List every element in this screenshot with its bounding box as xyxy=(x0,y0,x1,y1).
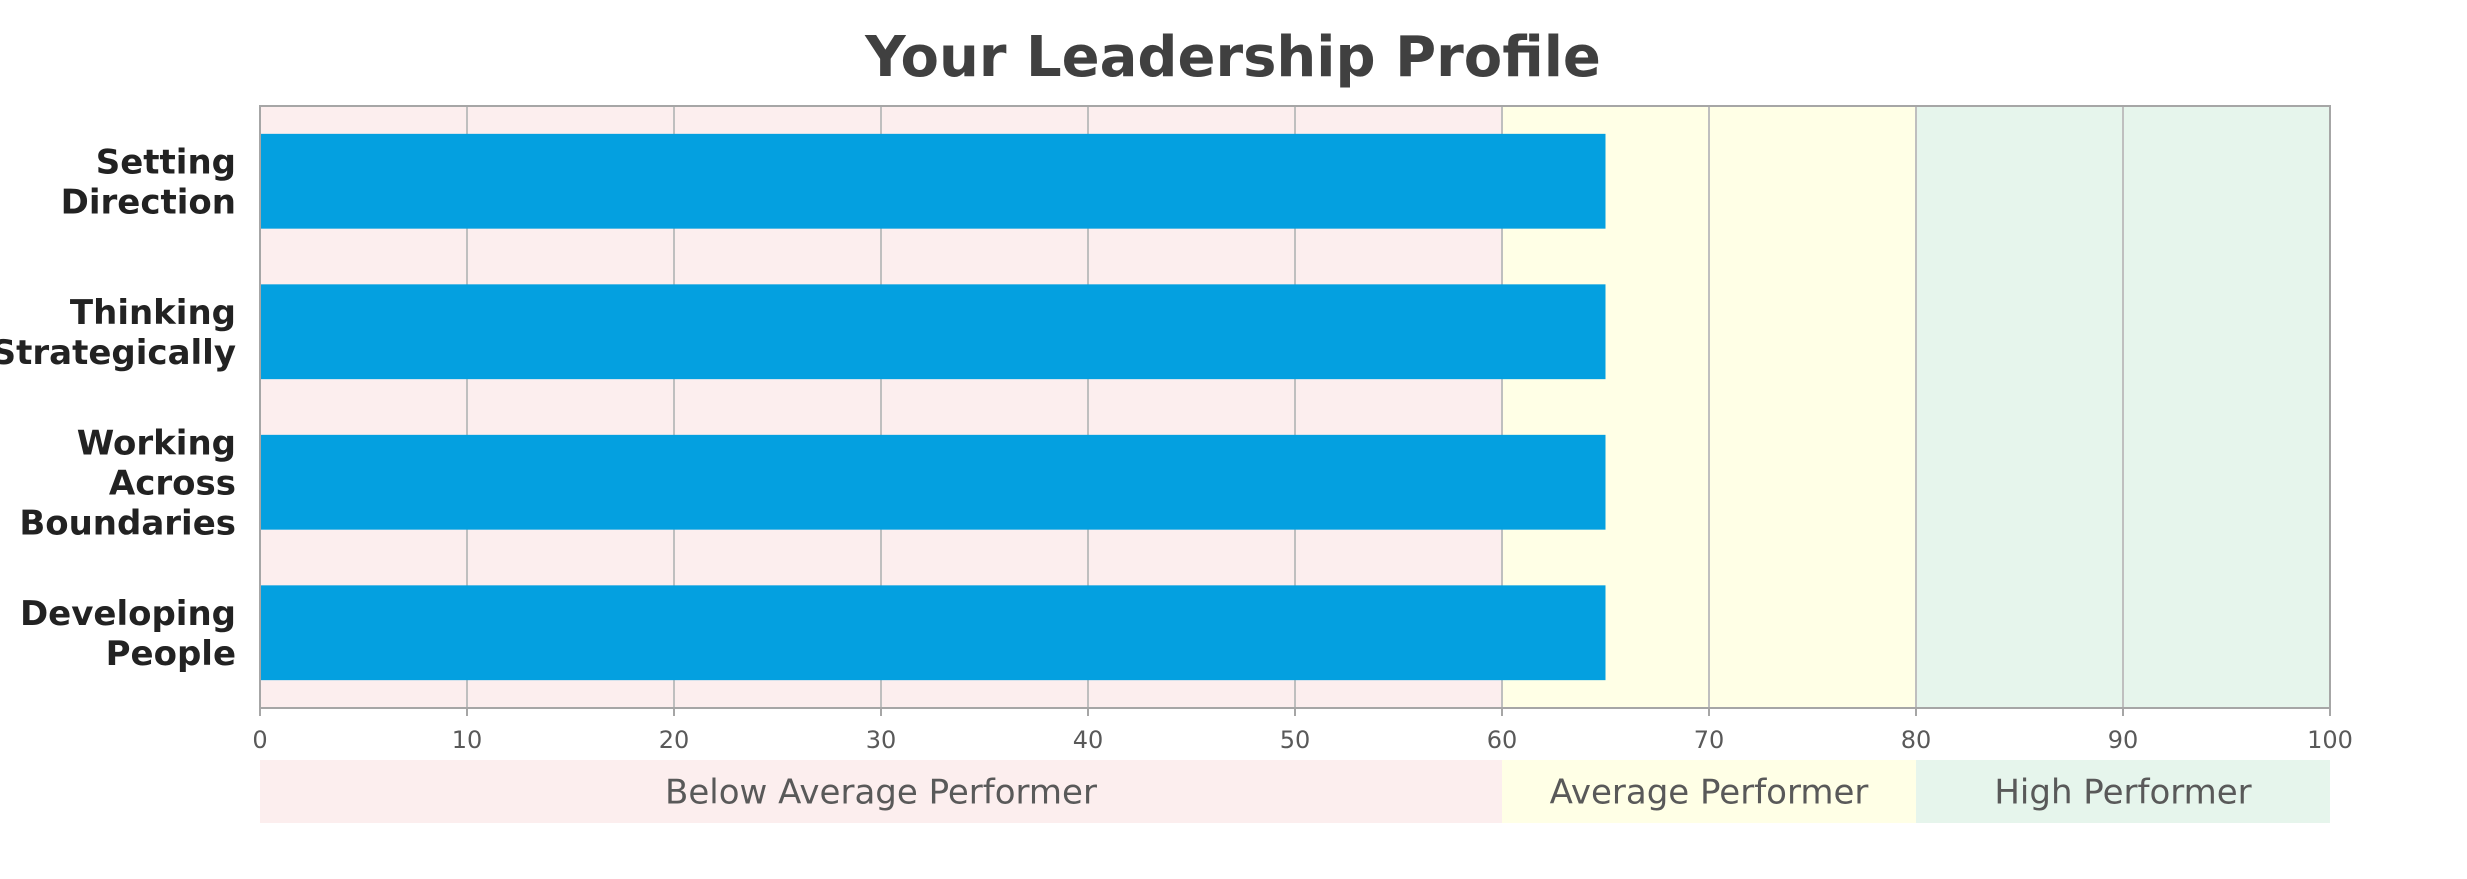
bar xyxy=(260,133,1606,229)
category-label: Across xyxy=(109,463,236,503)
chart-title: Your Leadership Profile xyxy=(864,25,1601,90)
x-axis: 0 10 20 30 40 50 60 70 80 90 100 xyxy=(252,105,2353,754)
tick-label: 50 xyxy=(1280,726,1311,754)
tick-label: 70 xyxy=(1694,726,1725,754)
category-label: People xyxy=(106,634,236,674)
plot-border xyxy=(259,105,2331,709)
category-label: Developing xyxy=(20,594,236,634)
tick-label: 60 xyxy=(1487,726,1518,754)
bar xyxy=(260,585,1606,681)
category-label: Setting xyxy=(96,142,236,182)
category-label: Thinking xyxy=(70,293,236,333)
band-label: High Performer xyxy=(1994,773,2251,813)
tick-label: 30 xyxy=(866,726,897,754)
tick-label: 20 xyxy=(659,726,690,754)
band-label-box xyxy=(260,760,1502,823)
category-label: Boundaries xyxy=(19,503,236,543)
bar xyxy=(260,284,1606,380)
tick-label: 40 xyxy=(1073,726,1104,754)
tick-label: 100 xyxy=(2307,726,2353,754)
band-label-box xyxy=(1916,760,2330,823)
bars xyxy=(260,133,1606,681)
band-label-box xyxy=(1502,760,1916,823)
bar xyxy=(260,434,1606,530)
tick-label: 0 xyxy=(252,726,267,754)
band-label: Average Performer xyxy=(1550,773,1869,813)
tick-label: 80 xyxy=(1901,726,1932,754)
tick-label: 10 xyxy=(452,726,483,754)
tick-label: 90 xyxy=(2108,726,2139,754)
category-label: Direction xyxy=(61,182,236,222)
band-label: Below Average Performer xyxy=(665,773,1097,813)
category-label: Strategically xyxy=(0,333,236,373)
band-labels: Below Average Performer Average Performer… xyxy=(260,760,2330,823)
category-label: Working xyxy=(77,423,236,463)
